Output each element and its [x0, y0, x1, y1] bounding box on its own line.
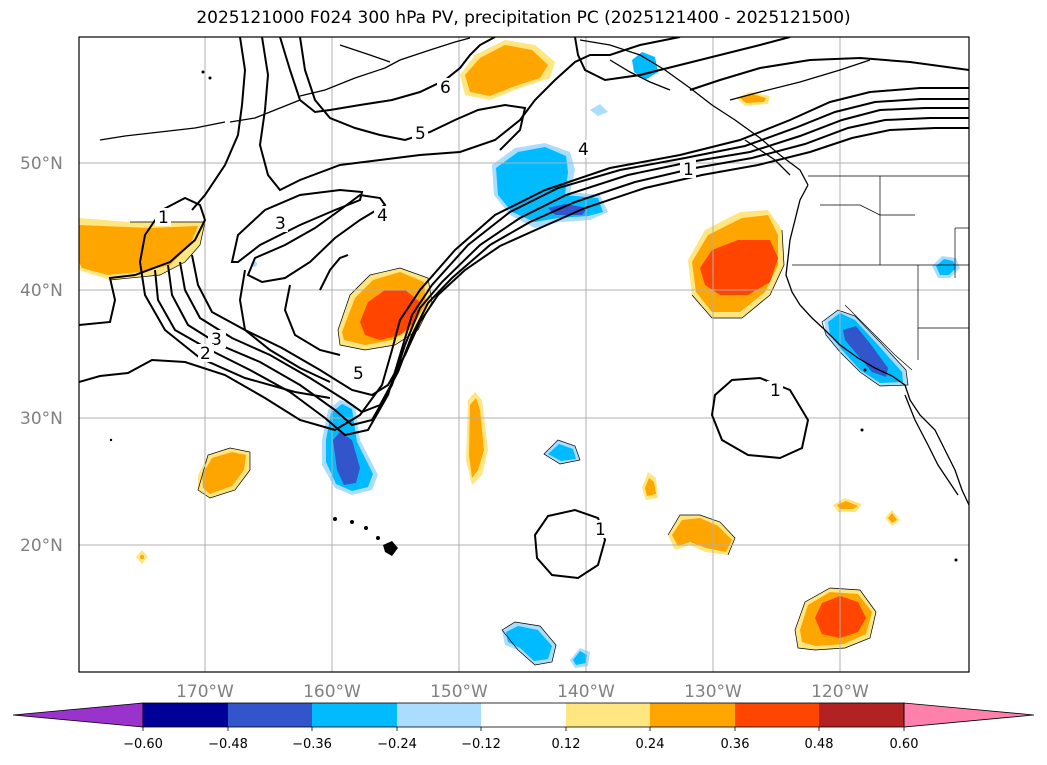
- precip-area-nevada-neg-core: [936, 259, 956, 275]
- precip-positive-areas: [79, 40, 900, 650]
- precip-area-small-neg-core: [573, 651, 587, 665]
- colorbar-bin-1: [143, 703, 228, 727]
- pv-label-3b: 3: [211, 330, 222, 350]
- colorbar-tick: −0.12: [461, 737, 501, 752]
- lat-label-20n: 20°N: [20, 536, 63, 556]
- lat-label-30n: 30°N: [20, 409, 63, 429]
- lon-label-150w: 150°W: [430, 682, 488, 702]
- pv-contours: [79, 37, 969, 580]
- contour-labels: 1 3 3 2 4 5 6 5 4 1 1 1: [155, 78, 783, 540]
- precip-area-small-3-core: [837, 501, 858, 509]
- colorbar-bin-4: [397, 703, 481, 727]
- precip-area-north-east-neg-max: [548, 204, 588, 215]
- precip-area-coast-max: [700, 240, 778, 295]
- map-plot-area: 1 3 3 2 4 5 6 5 4 1 1 1: [79, 37, 969, 672]
- pv-contour-6-inner: [191, 127, 969, 397]
- baja-coast: [904, 394, 959, 496]
- lon-label-120w: 120°W: [811, 682, 869, 702]
- lon-label-130w: 130°W: [684, 682, 742, 702]
- colorbar-bin-5: [481, 703, 566, 727]
- pv-contour-upper: [258, 37, 681, 192]
- latitude-labels: 50°N 40°N 30°N 20°N: [20, 154, 63, 556]
- pv-label-5b: 5: [415, 124, 426, 144]
- precip-area-outlines: [109, 221, 909, 666]
- pv-contour-5-west: [319, 254, 349, 291]
- lat-label-50n: 50°N: [20, 154, 63, 174]
- pv-contour-north-east: [574, 37, 791, 82]
- colorbar-tick: 0.12: [552, 737, 581, 752]
- precip-area-south-west-core: [202, 452, 246, 494]
- precip-area-tiny-neg: [590, 104, 608, 116]
- pv-contour-4-loop: [246, 193, 387, 284]
- pv-label-3a: 3: [275, 214, 286, 234]
- pv-contour-1-north: [191, 37, 247, 211]
- colorbar-tick: 0.48: [805, 737, 834, 752]
- precip-area-south-neg-core: [506, 626, 552, 661]
- pv-label-1b: 1: [683, 160, 694, 180]
- pv-label-2: 2: [200, 344, 211, 364]
- alaska-coast: [299, 37, 471, 97]
- pv-contour-1-ring: [710, 376, 810, 460]
- colorbar-tick: −0.60: [123, 737, 163, 752]
- precip-area-pac-neg-core: [548, 444, 576, 461]
- pv-label-1d: 1: [595, 520, 606, 540]
- precip-area-coastal-neg-max: [843, 326, 888, 377]
- pv-contour-1-alaska: [689, 56, 969, 91]
- lon-label-140w: 140°W: [557, 682, 615, 702]
- pv-label-5a: 5: [353, 364, 364, 384]
- pv-contour-4-west: [283, 284, 341, 356]
- pv-contour-5-inner: [179, 117, 969, 414]
- pv-label-4a: 4: [377, 206, 388, 226]
- pv-contour-3-outer: [154, 98, 969, 437]
- colorbar-tick: 0.24: [636, 737, 665, 752]
- colorbar-extend-high: [903, 702, 1035, 728]
- precip-area-small-4-core: [888, 513, 897, 523]
- colorbar-tick: 0.60: [890, 737, 919, 752]
- colorbar-extend-low: [12, 702, 144, 728]
- colorbar-tick: −0.36: [292, 737, 332, 752]
- colorbar: −0.60 −0.48 −0.36 −0.24 −0.12 0.12 0.24 …: [12, 702, 1035, 752]
- pv-contour-3-west: [238, 269, 331, 383]
- colorbar-bin-8: [735, 703, 819, 727]
- coastlines: [99, 37, 969, 506]
- precip-area-central-max: [360, 290, 420, 340]
- pv-contour-4-inner: [167, 107, 969, 427]
- pv-contour-6: [279, 37, 496, 114]
- pv-label-4b: 4: [578, 140, 589, 160]
- precip-area-small-1-core: [645, 478, 656, 496]
- map-frame: [78, 36, 970, 673]
- colorbar-bin-3: [312, 703, 397, 727]
- precip-area-mid-neg-max: [333, 432, 360, 485]
- us-state-borders: [792, 175, 969, 371]
- longitude-labels: 170°W 160°W 150°W 140°W 130°W 120°W: [176, 682, 869, 702]
- precip-area-north-east-neg-core: [496, 147, 603, 222]
- pv-contour-2: [79, 87, 969, 432]
- precip-area-north-core: [465, 45, 548, 96]
- pv-label-1a: 1: [158, 208, 169, 228]
- islands: [109, 70, 958, 562]
- colorbar-tick: 0.36: [721, 737, 750, 752]
- colorbar-bin-2: [228, 703, 312, 727]
- colorbar-bin-6: [566, 703, 650, 727]
- lat-label-40n: 40°N: [20, 281, 63, 301]
- pv-label-1c: 1: [770, 381, 781, 401]
- precip-negative-areas: [251, 52, 960, 668]
- north-america-west-coast: [785, 184, 969, 506]
- colorbar-tick: −0.48: [208, 737, 248, 752]
- colorbar-bin-9: [819, 703, 904, 727]
- colorbar-bin-7: [650, 703, 735, 727]
- pv-label-6: 6: [440, 78, 451, 98]
- lon-label-160w: 160°W: [303, 682, 361, 702]
- precip-area-east-core: [672, 518, 732, 552]
- map-title: 2025121000 F024 300 hPa PV, precipitatio…: [196, 8, 851, 28]
- pv-contour-3-loop: [230, 188, 364, 263]
- colorbar-tick: −0.24: [377, 737, 417, 752]
- lon-label-170w: 170°W: [176, 682, 234, 702]
- pv-contour-1-ring-south: [533, 508, 607, 580]
